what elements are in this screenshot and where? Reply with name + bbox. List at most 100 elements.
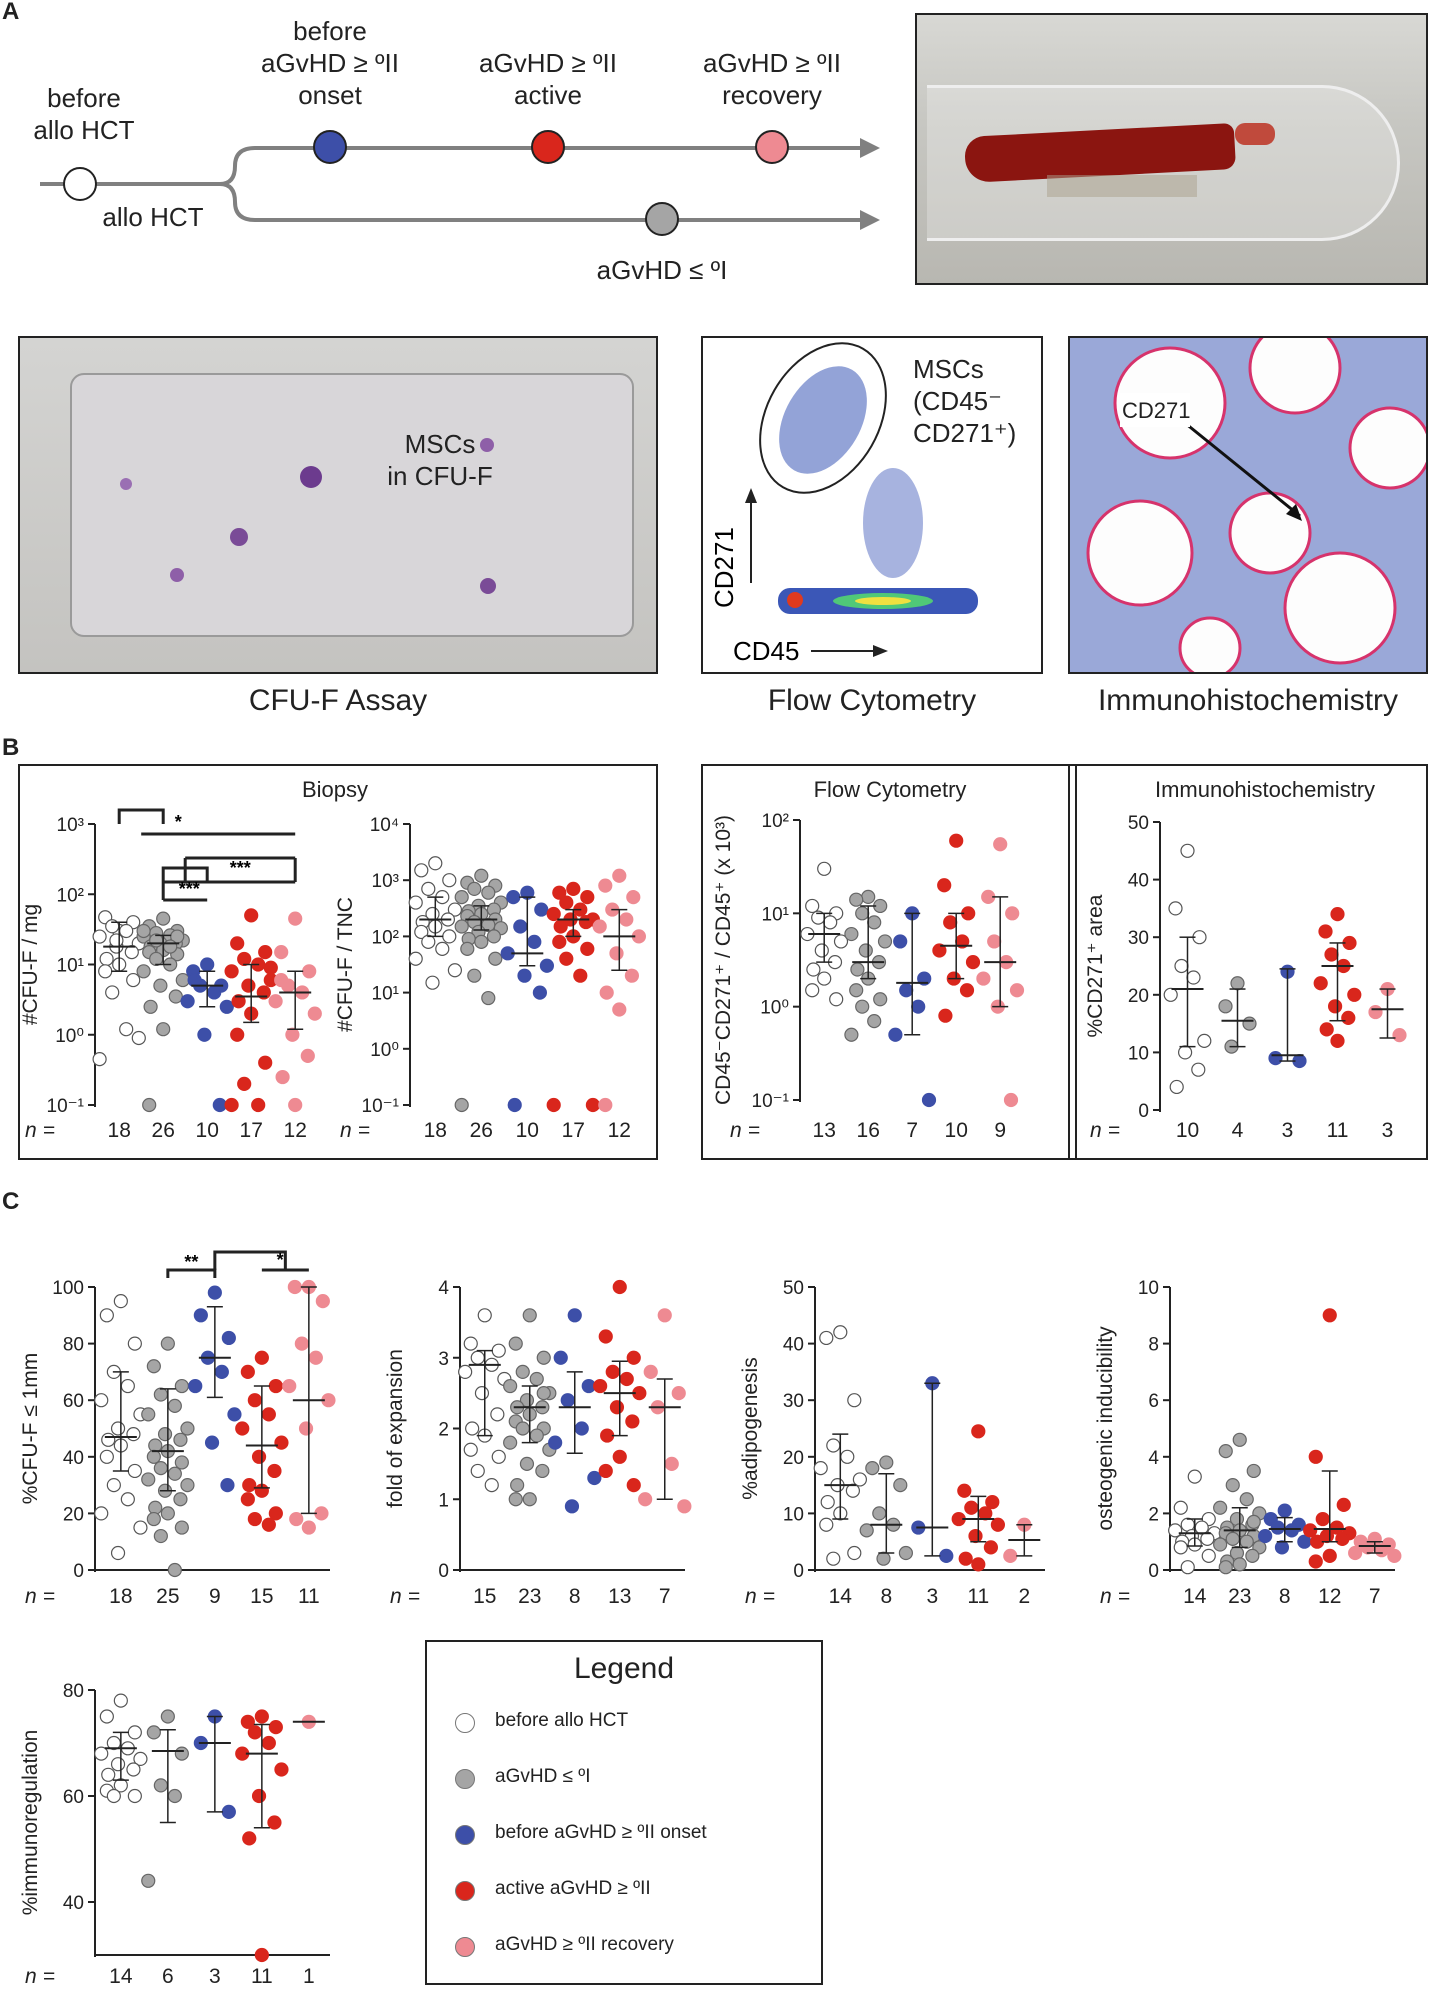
n-value: 3 bbox=[209, 1965, 221, 1988]
data-point-before_allo bbox=[99, 1308, 114, 1323]
cfu-label-line1: MSCs bbox=[404, 429, 476, 459]
data-point-grade_le1 bbox=[160, 1506, 175, 1521]
data-point-recovery bbox=[677, 1499, 692, 1514]
data-point-before_allo bbox=[484, 1477, 499, 1493]
n-value: 11 bbox=[967, 1585, 989, 1608]
legend-box: Legend before allo HCT aGvHD ≤ ºI before a… bbox=[425, 1640, 823, 1985]
data-point-recovery bbox=[1374, 1543, 1389, 1558]
data-point-grade_le1 bbox=[141, 1472, 156, 1487]
data-point-grade_le1 bbox=[1246, 1463, 1261, 1479]
data-point-grade_le1 bbox=[872, 1506, 887, 1521]
data-point-active bbox=[1322, 1548, 1337, 1563]
data-point-active bbox=[619, 1371, 634, 1387]
ihc-image: CD271 bbox=[1070, 338, 1426, 672]
data-point-before_allo bbox=[101, 1432, 116, 1447]
data-point-before_onset bbox=[587, 1470, 602, 1486]
data-point-before_onset bbox=[567, 1308, 582, 1323]
data-point-before_onset bbox=[548, 1435, 563, 1450]
n-value: 6 bbox=[162, 1965, 174, 1988]
data-point-before_onset bbox=[1277, 1503, 1292, 1518]
data-point-before_allo bbox=[113, 1778, 128, 1793]
data-point-before_allo bbox=[133, 1407, 148, 1422]
data-point-active bbox=[261, 1407, 276, 1422]
data-point-before_allo bbox=[1180, 1517, 1195, 1532]
chart-c4: 0 2 4 6 8 10 osteogenic inducibility n = 14 23 8 12 7 bbox=[1094, 1278, 1402, 1608]
data-point-active bbox=[593, 1378, 608, 1394]
before-allo-marker bbox=[63, 167, 97, 201]
data-point-before_allo bbox=[113, 1294, 128, 1309]
panel-b-ihc-box bbox=[1068, 764, 1428, 1160]
data-point-before_allo bbox=[106, 1735, 121, 1751]
n-value: 9 bbox=[209, 1585, 221, 1608]
dense-spot bbox=[787, 592, 803, 608]
flow-x-label: CD45 bbox=[733, 636, 799, 666]
data-point-active bbox=[254, 1350, 269, 1365]
tube-sediment bbox=[1047, 175, 1197, 197]
tl-le1: aGvHD ≤ ºI bbox=[597, 255, 728, 285]
data-point-recovery bbox=[638, 1492, 653, 1507]
data-point-before_allo bbox=[477, 1428, 492, 1443]
data-point-before_allo bbox=[1187, 1469, 1202, 1484]
n-label: n bbox=[390, 1585, 402, 1608]
data-point-active bbox=[625, 1414, 640, 1429]
legend-label: active aGvHD ≥ ºII bbox=[495, 1878, 651, 1899]
data-point-active bbox=[968, 1528, 983, 1544]
data-point-grade_le1 bbox=[153, 1387, 168, 1402]
legend-marker bbox=[455, 1769, 475, 1789]
y-tick-label: 3 bbox=[438, 1349, 449, 1370]
data-point-active bbox=[957, 1483, 972, 1498]
colony bbox=[120, 478, 132, 490]
data-point-grade_le1 bbox=[167, 1562, 182, 1578]
n-value: 23 bbox=[1228, 1585, 1251, 1608]
data-point-grade_le1 bbox=[536, 1350, 551, 1365]
data-point-active bbox=[240, 1492, 255, 1507]
data-point-grade_le1 bbox=[522, 1492, 537, 1507]
tl-recovery-1: aGvHD ≥ ºII bbox=[703, 48, 841, 78]
data-point-before_allo bbox=[1180, 1560, 1195, 1575]
legend-label: before aGvHD ≥ ºII onset bbox=[495, 1822, 707, 1843]
y-tick-label: 0 bbox=[73, 1561, 84, 1582]
data-point-grade_le1 bbox=[542, 1442, 557, 1457]
data-point-active bbox=[1336, 1497, 1351, 1513]
data-point-active bbox=[267, 1815, 282, 1830]
data-point-grade_le1 bbox=[174, 1378, 189, 1394]
data-point-before_allo bbox=[852, 1472, 868, 1487]
data-point-before_allo bbox=[474, 1386, 490, 1401]
data-point-active bbox=[985, 1494, 1000, 1510]
ihc-photo: CD271 bbox=[1068, 336, 1428, 674]
tl-before-allo-2: allo HCT bbox=[33, 115, 134, 145]
n-value: 8 bbox=[1279, 1585, 1291, 1608]
data-point-recovery bbox=[1367, 1531, 1382, 1546]
data-point-recovery bbox=[289, 1511, 304, 1527]
timeline-diagram: before allo HCT allo HCT before aGvHD ≥ … bbox=[33, 16, 880, 285]
data-point-active bbox=[626, 1477, 641, 1493]
sig-star: ** bbox=[184, 1252, 198, 1272]
sig-star: * bbox=[277, 1250, 284, 1270]
data-point-grade_le1 bbox=[542, 1386, 557, 1401]
n-value: 11 bbox=[298, 1585, 320, 1608]
data-point-active bbox=[268, 1378, 283, 1394]
data-point-grade_le1 bbox=[535, 1400, 550, 1415]
data-point-active bbox=[612, 1449, 627, 1464]
data-point-before_allo bbox=[110, 1757, 126, 1772]
data-point-recovery bbox=[282, 1378, 297, 1394]
data-point-before_allo bbox=[133, 1520, 148, 1535]
y-tick-label: 4 bbox=[438, 1278, 449, 1299]
legend-item-recovery: aGvHD ≥ ºII recovery bbox=[455, 1934, 815, 1964]
data-point-before_onset bbox=[564, 1499, 580, 1514]
n-value: 3 bbox=[926, 1585, 938, 1608]
y-tick-label: 8 bbox=[1148, 1335, 1159, 1356]
data-point-grade_le1 bbox=[167, 1466, 182, 1481]
data-point-before_allo bbox=[99, 1709, 114, 1724]
n-value: 23 bbox=[518, 1585, 541, 1608]
data-point-before_allo bbox=[470, 1463, 485, 1479]
recovery-marker bbox=[755, 130, 789, 164]
data-point-recovery bbox=[643, 1364, 658, 1380]
data-point-before_onset bbox=[1297, 1534, 1312, 1549]
data-point-before_allo bbox=[94, 1506, 109, 1521]
data-point-grade_le1 bbox=[180, 1421, 195, 1436]
data-point-before_allo bbox=[1200, 1531, 1215, 1546]
data-point-before_allo bbox=[126, 1762, 141, 1777]
data-point-active bbox=[247, 1725, 262, 1740]
data-point-grade_le1 bbox=[893, 1477, 908, 1493]
